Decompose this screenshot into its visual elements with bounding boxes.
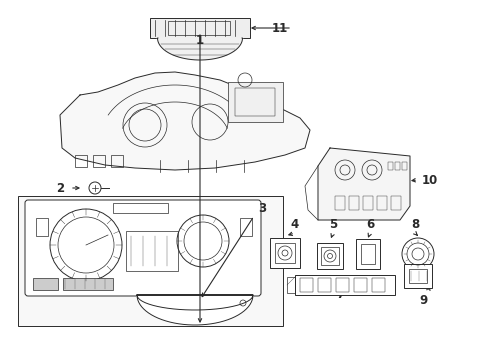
Bar: [286, 277, 294, 293]
Bar: [227, 82, 283, 122]
Bar: [75, 155, 87, 167]
Bar: [269, 238, 299, 268]
Bar: [274, 243, 294, 263]
Bar: [168, 21, 229, 35]
Bar: [335, 278, 348, 292]
Text: 10: 10: [421, 174, 437, 186]
Polygon shape: [157, 38, 242, 60]
Circle shape: [89, 182, 101, 194]
Text: 5: 5: [328, 219, 336, 231]
Bar: [390, 196, 400, 210]
Bar: [371, 278, 384, 292]
Bar: [316, 243, 342, 269]
Bar: [240, 218, 251, 236]
Bar: [33, 278, 58, 290]
Text: 8: 8: [410, 219, 418, 231]
Text: 7: 7: [335, 288, 344, 302]
Text: 4: 4: [290, 219, 299, 231]
Polygon shape: [137, 295, 252, 325]
Circle shape: [401, 238, 433, 270]
Bar: [334, 196, 345, 210]
Bar: [376, 196, 386, 210]
Bar: [408, 269, 426, 283]
Bar: [18, 196, 283, 326]
Bar: [401, 162, 406, 170]
Bar: [353, 278, 366, 292]
Bar: [348, 196, 358, 210]
Bar: [126, 231, 178, 271]
Text: 11: 11: [271, 22, 287, 35]
Bar: [355, 239, 379, 269]
Bar: [150, 18, 249, 38]
Bar: [294, 275, 394, 295]
Text: 2: 2: [56, 181, 64, 194]
Bar: [36, 218, 48, 236]
Bar: [394, 162, 399, 170]
Text: 9: 9: [418, 293, 426, 306]
Text: 1: 1: [196, 33, 203, 46]
Bar: [362, 196, 372, 210]
Bar: [320, 247, 338, 265]
Text: 6: 6: [365, 219, 373, 231]
Polygon shape: [60, 72, 309, 170]
Bar: [387, 162, 392, 170]
Bar: [111, 155, 123, 167]
Bar: [93, 155, 105, 167]
Bar: [299, 278, 312, 292]
Polygon shape: [317, 148, 409, 220]
FancyBboxPatch shape: [25, 200, 261, 296]
Bar: [317, 278, 330, 292]
Bar: [403, 264, 431, 288]
Bar: [63, 278, 113, 290]
Text: 3: 3: [257, 202, 265, 215]
Bar: [235, 88, 274, 116]
Bar: [360, 244, 374, 264]
Bar: [113, 203, 168, 213]
